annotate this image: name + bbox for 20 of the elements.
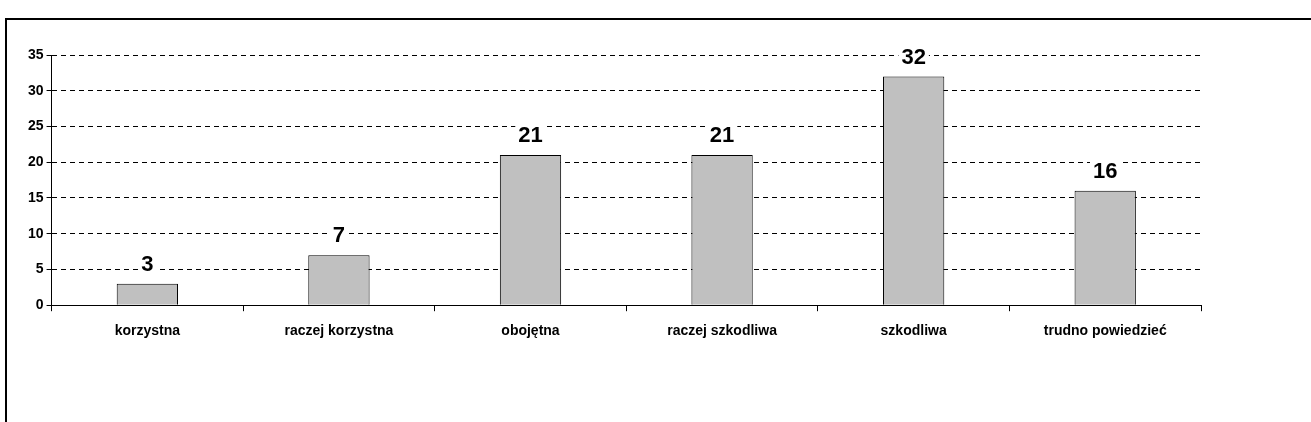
y-tick-label: 10 [27,224,44,241]
data-label: 21 [518,122,543,148]
x-tick-label: raczej szkodliwa [667,322,778,339]
x-tick-label: raczej korzystna [284,322,394,339]
y-tick-label: 30 [27,81,44,98]
y-tick-label: 0 [35,296,44,313]
data-label: 21 [709,122,735,148]
y-tick-label: 5 [35,260,44,277]
x-tick-label: szkodliwa [880,322,947,339]
y-tick-label: 35 [27,45,44,62]
data-label: 32 [901,43,926,69]
x-tick-label: trudno powiedzieć [1043,322,1167,339]
y-tick-label: 20 [27,153,44,170]
x-tick-label: korzystna [114,322,181,339]
y-tick-label: 25 [27,117,44,134]
data-label: 3 [141,250,154,276]
x-tick-label: obojętna [501,322,560,339]
y-tick-label: 15 [27,188,44,205]
data-label: 7 [332,222,346,248]
data-label: 16 [1092,157,1118,183]
